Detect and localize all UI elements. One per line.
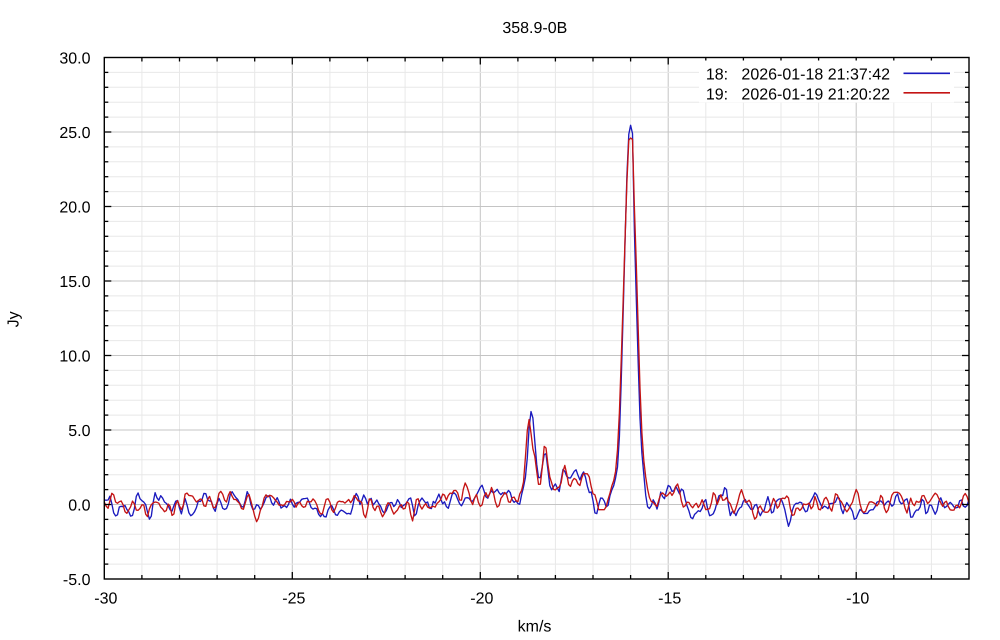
svg-text:-30: -30	[94, 591, 117, 608]
svg-text:-15: -15	[658, 591, 681, 608]
svg-text:-20: -20	[470, 591, 493, 608]
svg-text:-5.0: -5.0	[63, 572, 91, 589]
svg-text:10.0: 10.0	[59, 348, 90, 365]
svg-text:-10: -10	[846, 591, 869, 608]
svg-text:Jy: Jy	[6, 311, 23, 327]
svg-text:358.9-0B: 358.9-0B	[502, 20, 567, 37]
svg-text:20.0: 20.0	[59, 199, 90, 216]
svg-text:30.0: 30.0	[59, 50, 90, 67]
svg-text:km/s: km/s	[518, 618, 552, 635]
svg-text:5.0: 5.0	[68, 423, 90, 440]
svg-text:18: 2026-01-18 21:37:42: 18: 2026-01-18 21:37:42	[706, 67, 890, 84]
svg-text:19: 2026-01-19 21:20:22: 19: 2026-01-19 21:20:22	[706, 87, 890, 104]
svg-text:0.0: 0.0	[68, 497, 90, 514]
svg-text:25.0: 25.0	[59, 125, 90, 142]
svg-text:15.0: 15.0	[59, 274, 90, 291]
svg-text:-25: -25	[282, 591, 305, 608]
